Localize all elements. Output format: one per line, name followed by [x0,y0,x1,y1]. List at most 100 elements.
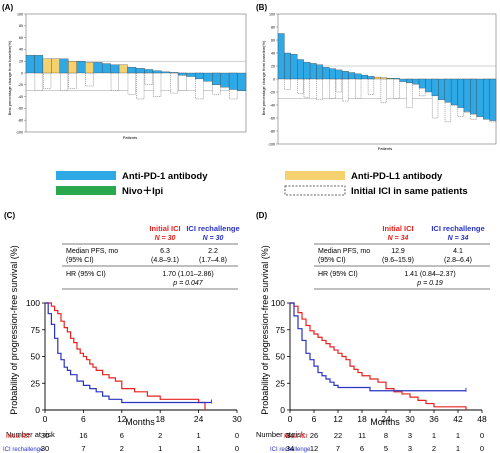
waterfall-b-bar-18 [393,78,400,80]
km-d-risk-1-2: 7 [336,444,340,453]
waterfall-b-bar-15 [374,76,381,80]
km-c-ytick-label-3: 75 [31,325,41,335]
km-d-ytick-label-1: 25 [276,378,286,388]
km-c-ytick-label-2: 50 [31,352,41,362]
km-c-series-1 [45,302,212,404]
km-chart-d: Probability of progression-free survival… [256,224,490,453]
km-d-ylabel: Probability of progression-free survival… [260,245,270,415]
km-c-risk-0-0: 30 [41,431,49,440]
km-d-risk-1-7: 1 [456,444,460,453]
waterfall-chart-a: Best percentage change from baseline(%) … [7,12,247,140]
waterfall-a-bar-12 [127,66,137,74]
km-d-table-row2-label: HR (95% CI) [318,271,358,278]
km-d-risk-label-rechallenge: ICI rechallenge [270,447,311,453]
waterfall-b-bar-8 [329,68,336,80]
waterfall-a-initial-bar-15 [153,72,162,97]
waterfall-b-bar-0 [277,33,285,80]
waterfall-a-ytick-label-2: 60 [19,36,23,40]
km-d-risk-1-4: 5 [384,444,388,453]
waterfall-a-bar-21 [203,72,213,82]
waterfall-b-initial-bar-20 [406,78,413,108]
waterfall-a-bar-16 [161,71,170,74]
waterfall-a-bar-7 [85,62,94,74]
km-c-risk-0-4: 1 [197,431,201,440]
waterfall-b-bar-1 [284,52,291,80]
km-d-xtick-label-4: 24 [381,414,391,424]
waterfall-a-ytick-label-3: 40 [19,48,23,52]
km-c-ytick-label-0: 0 [35,405,40,415]
km-d-table-row1-label2: (95% CI) [318,257,346,264]
legend: Anti-PD-1 antibody Anti-PD-L1 antibody N… [56,171,468,197]
waterfall-a-bar-5 [68,61,77,74]
km-d-table-row1-initial-ci: (9.6–15.9) [382,257,414,264]
waterfall-a-bar-13 [135,68,145,74]
waterfall-b-ylabel: Best percentage change from baseline(%) [261,40,266,115]
km-d-ytick-label-4: 100 [271,298,285,308]
km-c-risk-1-4: 1 [197,444,201,453]
waterfall-b-ytick-label-7: -40 [270,103,275,107]
waterfall-b-bar-27 [450,78,458,106]
km-d-risk-0-3: 11 [358,431,366,440]
km-c-xlabel: Months [125,417,155,427]
waterfall-b-initial-bar-18 [393,78,400,99]
waterfall-b-initial-bar-6 [316,78,323,100]
km-d-risk-0-8: 0 [480,431,484,440]
km-c-risk-1-3: 1 [158,444,162,453]
waterfall-a-bar-24 [228,72,238,90]
panel-label-b: (B) [256,3,267,12]
waterfall-b-bar-5 [309,63,317,80]
km-d-xtick-label-6: 36 [429,414,439,424]
legend-swatch-initial [284,185,346,196]
km-d-risk-label-initial: Initial ICI [284,434,308,440]
waterfall-b-bar-9 [335,69,343,80]
waterfall-a-bar-19 [186,72,196,77]
waterfall-a-bar-3 [51,58,60,74]
waterfall-a-bar-18 [178,72,187,76]
waterfall-a-bar-20 [195,72,204,80]
waterfall-a-bar-17 [169,72,179,74]
waterfall-a-initial-bar-14 [144,72,153,86]
waterfall-b-xlabel: Patients [378,146,392,151]
waterfall-b-bar-3 [297,59,304,80]
legend-swatch-pd1 [56,171,116,180]
km-d-risk-0-1: 26 [310,431,318,440]
waterfall-a-bar-23 [220,72,230,88]
km-d-table-col-initial: Initial ICI [382,224,413,233]
waterfall-b-bar-19 [399,78,407,82]
km-d-table-row1-initial: 12.9 [391,248,405,255]
waterfall-b-initial-bar-12 [355,78,362,99]
km-c-risk-1-2: 2 [120,444,124,453]
km-d-table-col-initial-n: N = 34 [388,235,409,242]
km-d-table-row1-label: Median PFS, mo [318,248,370,255]
waterfall-b-initial-bar-16 [380,78,387,103]
km-d-risk-title: Number at risk [256,430,305,439]
panel-label-c: (C) [4,211,15,220]
km-d-ytick-label-2: 50 [276,352,286,362]
waterfall-b-initial-bar-1 [284,78,291,90]
waterfall-a-initial-bar-2 [43,72,52,89]
waterfall-b-ytick-label-6: -20 [270,90,275,94]
waterfall-b-bar-29 [463,78,471,112]
waterfall-b-initial-bar-9 [335,78,342,93]
waterfall-a-bar-0 [25,55,35,74]
waterfall-b-ytick-label-2: 60 [271,38,275,42]
km-c-table-col-initial-n: N = 30 [155,235,176,242]
km-c-risk-label-rechallenge: ICI rechallenge [3,447,44,453]
km-d-xtick-label-5: 30 [405,414,415,424]
waterfall-b-bar-20 [406,78,413,84]
km-d-table-row1-rechallenge-ci: (2.8–6.4) [444,257,472,264]
waterfall-b-bar-11 [348,72,356,80]
km-c-ylabel: Probability of progression-free survival… [9,245,19,415]
waterfall-a-ytick-label-6: -20 [18,83,23,87]
waterfall-a-ytick-label-1: 80 [19,24,23,28]
km-c-risk-0-3: 2 [158,431,162,440]
km-c-xtick-label-0: 0 [43,414,48,424]
waterfall-a-ytick-label-0: 100 [17,12,23,16]
km-c-table-col-rechallenge-n: N = 30 [203,235,224,242]
km-chart-c: Probability of progression-free survival… [3,224,242,453]
km-c-table-row1-rechallenge-ci: (1.7–4.8) [199,257,227,264]
km-d-risk-1-6: 2 [432,444,436,453]
waterfall-a-bar-14 [144,69,154,74]
panel-label-a: (A) [2,3,13,12]
km-d-ytick-label-3: 75 [276,325,286,335]
